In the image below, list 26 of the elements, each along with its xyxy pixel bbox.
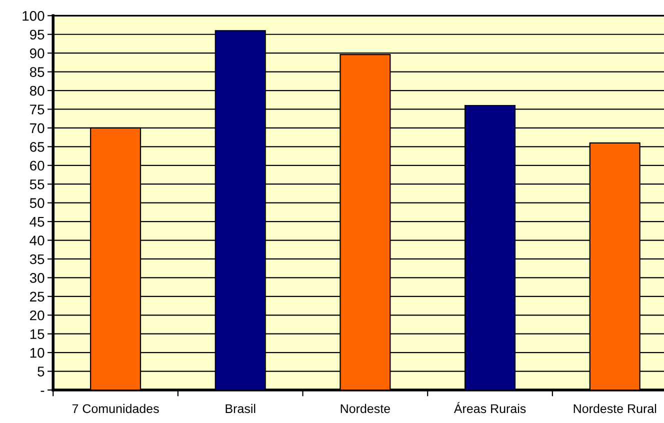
y-tick-label: 15 <box>30 329 44 340</box>
y-tick-label: - <box>40 390 44 392</box>
x-tick-label: Brasil <box>226 404 256 414</box>
y-tick-label: 5 <box>38 366 44 376</box>
y-tick-label: 30 <box>30 273 44 283</box>
x-tick-label: 7 Comunidades <box>72 404 159 414</box>
y-tick-label: 40 <box>30 236 44 246</box>
y-tick-label: 60 <box>30 160 44 171</box>
y-tick-label: 80 <box>30 86 44 96</box>
y-tick-label: 65 <box>30 142 44 152</box>
y-tick-label: 70 <box>30 123 44 134</box>
x-tick-label: Áreas Rurais <box>454 402 526 414</box>
y-tick-label: 10 <box>30 348 44 358</box>
y-tick-label: 85 <box>30 67 44 77</box>
x-tick-label: Nordeste <box>340 404 390 414</box>
y-tick-label: 90 <box>30 48 44 58</box>
y-tick-label: 50 <box>30 198 44 208</box>
y-tick-label: 25 <box>30 292 44 302</box>
y-tick-label: 95 <box>30 30 44 40</box>
y-tick-label: 45 <box>30 217 44 227</box>
y-tick-label: 35 <box>30 254 44 264</box>
y-tick-label: 100 <box>22 10 44 21</box>
y-tick-label: 20 <box>30 310 44 320</box>
y-tick-label: 55 <box>30 180 44 190</box>
x-tick-label: Nordeste Rural <box>574 404 656 414</box>
y-tick-label: 75 <box>30 104 44 114</box>
